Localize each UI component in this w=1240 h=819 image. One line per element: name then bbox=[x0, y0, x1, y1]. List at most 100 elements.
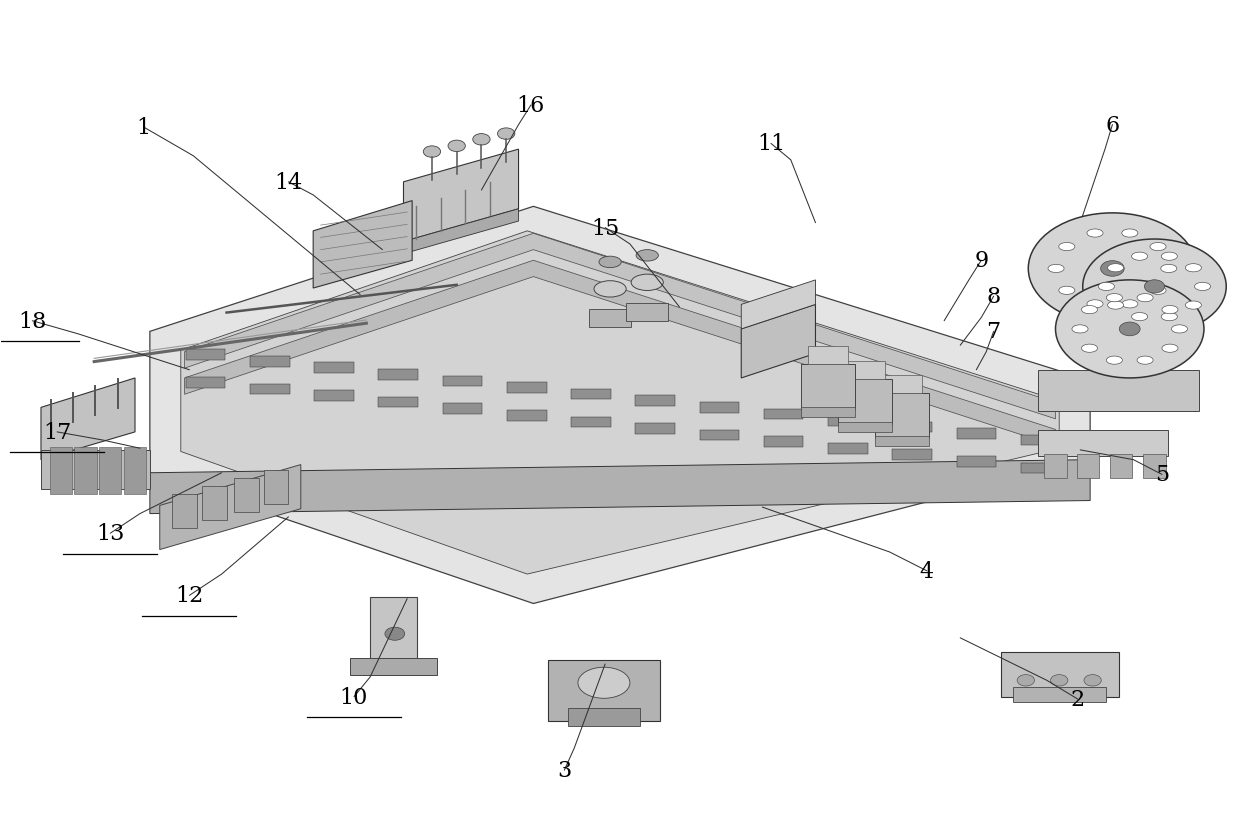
Text: 2: 2 bbox=[1070, 688, 1085, 710]
Text: 17: 17 bbox=[43, 421, 71, 443]
Polygon shape bbox=[403, 210, 518, 255]
Bar bbox=[172, 495, 197, 529]
Bar bbox=[838, 379, 893, 424]
Polygon shape bbox=[893, 450, 932, 460]
Polygon shape bbox=[1021, 436, 1060, 446]
Polygon shape bbox=[150, 207, 1090, 604]
Ellipse shape bbox=[1162, 306, 1178, 314]
Bar bbox=[838, 423, 893, 432]
Circle shape bbox=[423, 147, 440, 158]
Bar bbox=[875, 393, 929, 438]
Ellipse shape bbox=[1122, 301, 1138, 309]
Bar bbox=[202, 486, 227, 521]
Circle shape bbox=[497, 129, 515, 140]
Bar bbox=[1038, 431, 1168, 457]
Polygon shape bbox=[403, 150, 518, 242]
Polygon shape bbox=[828, 443, 868, 454]
Ellipse shape bbox=[636, 251, 658, 262]
Polygon shape bbox=[186, 350, 226, 360]
Circle shape bbox=[448, 141, 465, 152]
Ellipse shape bbox=[1106, 356, 1122, 364]
Ellipse shape bbox=[1137, 356, 1153, 364]
Ellipse shape bbox=[1081, 345, 1097, 353]
Bar bbox=[234, 478, 259, 513]
Bar bbox=[1076, 455, 1099, 479]
Bar bbox=[50, 447, 72, 495]
Text: 11: 11 bbox=[756, 133, 785, 156]
Circle shape bbox=[1120, 323, 1140, 337]
Polygon shape bbox=[443, 404, 482, 414]
Ellipse shape bbox=[1087, 301, 1104, 309]
Polygon shape bbox=[507, 382, 547, 393]
Polygon shape bbox=[186, 378, 226, 388]
Text: 6: 6 bbox=[1105, 115, 1120, 137]
Polygon shape bbox=[41, 378, 135, 460]
Polygon shape bbox=[635, 423, 675, 434]
Polygon shape bbox=[572, 417, 611, 428]
Text: 9: 9 bbox=[975, 250, 988, 272]
Bar bbox=[1110, 455, 1132, 479]
Text: 16: 16 bbox=[517, 95, 546, 117]
Polygon shape bbox=[314, 391, 353, 401]
Circle shape bbox=[1055, 281, 1204, 378]
Bar bbox=[41, 450, 150, 490]
Polygon shape bbox=[572, 389, 611, 400]
Text: 7: 7 bbox=[987, 321, 1001, 343]
Bar bbox=[568, 708, 640, 726]
Bar bbox=[808, 346, 848, 364]
Polygon shape bbox=[1038, 370, 1199, 411]
Polygon shape bbox=[764, 437, 804, 447]
Ellipse shape bbox=[1185, 265, 1202, 273]
Bar bbox=[801, 364, 856, 410]
Bar bbox=[74, 447, 97, 495]
Ellipse shape bbox=[1137, 294, 1153, 302]
Polygon shape bbox=[443, 376, 482, 387]
Circle shape bbox=[472, 134, 490, 146]
Bar bbox=[99, 447, 122, 495]
Polygon shape bbox=[378, 397, 418, 408]
Circle shape bbox=[1017, 675, 1034, 686]
Bar bbox=[1001, 652, 1118, 697]
Bar bbox=[883, 375, 921, 393]
Ellipse shape bbox=[1149, 243, 1166, 251]
Circle shape bbox=[1084, 675, 1101, 686]
Text: 18: 18 bbox=[19, 310, 47, 333]
Ellipse shape bbox=[1071, 325, 1087, 333]
Bar bbox=[548, 660, 660, 722]
Ellipse shape bbox=[1099, 283, 1115, 291]
Ellipse shape bbox=[1048, 265, 1064, 274]
Ellipse shape bbox=[1161, 265, 1177, 274]
Bar bbox=[626, 303, 668, 321]
Ellipse shape bbox=[1059, 287, 1075, 295]
Polygon shape bbox=[185, 261, 1055, 446]
Polygon shape bbox=[893, 422, 932, 432]
Ellipse shape bbox=[1185, 301, 1202, 310]
Ellipse shape bbox=[599, 257, 621, 269]
Polygon shape bbox=[150, 460, 1090, 514]
Polygon shape bbox=[507, 410, 547, 421]
Ellipse shape bbox=[1107, 265, 1123, 273]
Text: 13: 13 bbox=[95, 523, 124, 545]
Polygon shape bbox=[1021, 463, 1060, 473]
Text: 5: 5 bbox=[1154, 464, 1169, 486]
Ellipse shape bbox=[1162, 253, 1177, 261]
Ellipse shape bbox=[1087, 229, 1104, 238]
Ellipse shape bbox=[578, 667, 630, 699]
Ellipse shape bbox=[1132, 313, 1148, 321]
Bar bbox=[1143, 455, 1166, 479]
Polygon shape bbox=[185, 234, 1055, 419]
Ellipse shape bbox=[1107, 301, 1123, 310]
Polygon shape bbox=[635, 396, 675, 406]
Bar bbox=[875, 437, 929, 446]
Text: 4: 4 bbox=[920, 560, 934, 582]
Ellipse shape bbox=[1162, 313, 1177, 321]
Bar bbox=[1013, 687, 1106, 702]
Ellipse shape bbox=[1162, 345, 1178, 353]
Polygon shape bbox=[742, 305, 816, 378]
Ellipse shape bbox=[1172, 325, 1188, 333]
Polygon shape bbox=[250, 384, 290, 395]
Circle shape bbox=[1145, 280, 1164, 294]
Ellipse shape bbox=[1132, 253, 1148, 261]
Polygon shape bbox=[764, 409, 804, 419]
Polygon shape bbox=[699, 430, 739, 441]
